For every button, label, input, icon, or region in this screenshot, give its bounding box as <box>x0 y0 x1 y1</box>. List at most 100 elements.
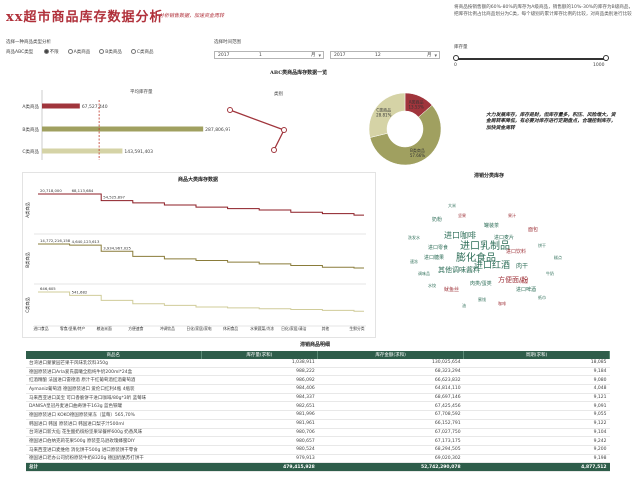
abc-radio-3[interactable]: C类商品 <box>130 49 154 55</box>
wordcloud-word: 牛奶 <box>546 271 554 276</box>
table-cell: 9,198 <box>463 454 610 464</box>
wordcloud-word: 奶粉 <box>432 217 443 223</box>
year-to-select[interactable]: 2017 12 月 ▾ <box>330 51 440 59</box>
table-cell: 9,242 <box>463 436 610 446</box>
step-x-label: 进口食品 <box>33 326 48 331</box>
abc-radio-label: 不限 <box>49 50 59 55</box>
table-header-cell[interactable]: 商品名 <box>26 351 202 359</box>
table-cell: 981,996 <box>201 410 318 420</box>
step-x-label: 休闲食品 <box>223 326 238 331</box>
wordcloud-title: 滞销分类库存 <box>474 173 505 179</box>
table-row: 台湾进口蒙蒙园芒果干风味乳饮料350g 1,038,911 130,025,654 1… <box>26 359 610 368</box>
pie-label: B类商品 57.66% <box>410 147 425 158</box>
abc-radio-1[interactable]: A类商品 <box>67 49 90 55</box>
table-header-cell[interactable]: 周期(求和) <box>463 351 610 359</box>
table-row: Aymaniz葡萄酒 德国原装进口 爱伦口红利4瓶 4瓶装 984,406 64,8… <box>26 384 610 394</box>
abc-radio-2[interactable]: B类商品 <box>99 49 122 55</box>
bar-value-label: 287,806,977 <box>205 127 230 133</box>
table-cell: 9,091 <box>463 401 610 412</box>
table-row: 台湾进口新大仙 花生酸奶缤纷坚果早餐杯600g 奶香风味 980,706 67,02… <box>26 428 610 438</box>
date-range-label: 选择时间范围 <box>214 40 241 45</box>
stock-slider-handle-max[interactable] <box>603 55 609 61</box>
radio-icon[interactable] <box>67 49 73 54</box>
table-cell: DANISA皇冠丹麦进口曲奇饼干163g 蓝色铁罐 <box>26 401 202 412</box>
table-row: 马来西亚进口麦维他 消化饼干500g 进口原装饼干零食 980,524 68,294… <box>26 445 610 455</box>
abc-filter-sub: 商品ABC类型 <box>6 50 34 55</box>
step-line <box>38 291 364 312</box>
table-row: DANISA皇冠丹麦进口曲奇饼干163g 蓝色铁罐 982,651 67,425,4… <box>26 401 610 412</box>
page-title: xx超市商品库存数据分析 <box>6 10 164 25</box>
step-value-label: 20,718,000 <box>40 188 62 193</box>
stock-slider-handle[interactable] <box>453 55 459 61</box>
table-header-cell[interactable]: 库存金额(求和) <box>317 351 465 359</box>
wordcloud-word: 洗发水 <box>408 235 420 240</box>
radio-icon[interactable] <box>99 49 105 54</box>
table-total-cell: 52,742,290,078 <box>317 462 464 472</box>
wordcloud-word: 纸巾 <box>538 295 546 300</box>
line-chart-label: 类别 <box>274 92 283 97</box>
abc-radio-0[interactable]: 不限 <box>43 49 59 55</box>
table-cell: 64,814,110 <box>317 384 464 394</box>
abc-filter-label: 选择一种商品类型分析 <box>6 40 51 45</box>
stock-slider-track[interactable] <box>456 58 604 60</box>
table-cell: 986,092 <box>201 375 318 386</box>
abc-radio-label: C类商品 <box>136 50 154 55</box>
table-row: 韩国进口 韩国 原装进口 韩国进口梨子汁500ml 981,961 66,152,7… <box>26 419 610 429</box>
step-x-label: 零食/坚果/特产 <box>60 326 86 331</box>
step-line <box>38 243 364 269</box>
table-row: 德国原装进口Arla爱氏晨曦全脂纯牛奶200ml*24盒 988,222 68,32… <box>26 367 610 377</box>
table-cell: 9,121 <box>463 393 610 403</box>
bar-category-label: A类商品 <box>22 103 39 110</box>
table-cell: 18,085 <box>463 359 610 368</box>
table-cell: 4,048 <box>463 384 610 394</box>
stock-table: 商品名 库存量(求和) 库存金额(求和) 周期(求和) 台湾进口蒙蒙园芒果干风味乳饮料… <box>26 351 610 472</box>
step-value-label: 646,605 <box>40 286 56 291</box>
wordcloud-word: 罐装茶 <box>484 223 500 229</box>
wordcloud-word: 进口零食 <box>428 245 449 251</box>
table-row: 马来西亚进口美宝 可口香脆饼干进口咖啡/80g*3听 蓝莓味 984,337 68,… <box>26 393 610 403</box>
category-step-chart: A类商品 B类商品 C类商品 20,718,000 68,113,684 54,525,8… <box>24 188 366 331</box>
wordcloud-word: 肉类/蛋类 <box>470 281 492 287</box>
step-x-label: 日化/家居/家电 <box>186 326 212 331</box>
table-cell: 980,706 <box>201 428 318 438</box>
abc-bar <box>42 103 80 109</box>
step-x-label: 其他 <box>322 326 330 331</box>
wordcloud-word: 进口啤酒 <box>516 287 537 293</box>
abc-line-point <box>281 127 287 133</box>
radio-icon[interactable] <box>130 49 136 54</box>
table-cell: 台湾进口新大仙 花生酸奶缤纷坚果早餐杯600g 奶香风味 <box>26 428 202 438</box>
abc-section-title: ABC类商品库存数据一览 <box>270 70 328 76</box>
year-from-select[interactable]: 2017 1 月 ▾ <box>214 51 324 59</box>
table-cell: 1,038,911 <box>201 359 318 368</box>
step-x-label: 水果蔬菜/冷冻 <box>250 326 274 331</box>
table-cell: 66,623,832 <box>317 375 464 386</box>
wordcloud-word: 坚果 <box>458 213 466 218</box>
step-y-label: A类商品 <box>24 202 31 217</box>
pie-slice <box>369 104 442 166</box>
step-value-label: 14,772,216,158 <box>40 238 71 243</box>
table-cell: 9,080 <box>463 375 610 386</box>
step-value-label: 541,682 <box>72 289 88 294</box>
wordcloud-word: 糕点 <box>554 255 562 260</box>
table-cell: 马来西亚进口美宝 可口香脆饼干进口咖啡/80g*3听 蓝莓味 <box>26 393 202 403</box>
table-cell: 68,294,505 <box>317 445 464 455</box>
step-x-label: 方便速食 <box>128 326 143 331</box>
target-line-label: 平均库存量 <box>130 90 153 95</box>
bar-category-label: B类商品 <box>22 126 39 133</box>
table-total-row: 总计 479,415,928 52,742,290,078 4,877,512 <box>26 462 610 472</box>
slider-max: 1000 <box>593 63 605 68</box>
table-header-cell[interactable]: 库存量(求和) <box>201 351 319 359</box>
wordcloud-word: 鱿鱼丝 <box>444 287 460 293</box>
wordcloud-word: 蜜饯 <box>478 297 486 302</box>
radio-icon[interactable] <box>43 49 49 54</box>
table-cell: 韩国进口 韩国 原装进口 韩国进口梨子汁500ml <box>26 419 202 429</box>
table-cell: 68,697,146 <box>317 393 464 403</box>
table-cell: 979,913 <box>201 454 318 464</box>
bar-value-label: 143,591,403 <box>124 149 153 155</box>
table-row: 德国进口老办公司奶粉原装牛奶8320g 德国奶酪苏打饼干 979,913 69,02… <box>26 454 610 464</box>
pie-slice <box>368 92 406 138</box>
pie-label: C类商品 28.81% <box>376 106 391 117</box>
abc-radio-group[interactable]: 不限 A类商品 B类商品 C类商品 <box>35 49 154 55</box>
table-cell: 9,184 <box>463 367 610 377</box>
wordcloud: 进口乳制品 膨化食品 进口咖啡 进口红酒 其他调味酱料 方便面/粉 进口饮料 进口零食 肉干 罐装… <box>398 184 598 324</box>
